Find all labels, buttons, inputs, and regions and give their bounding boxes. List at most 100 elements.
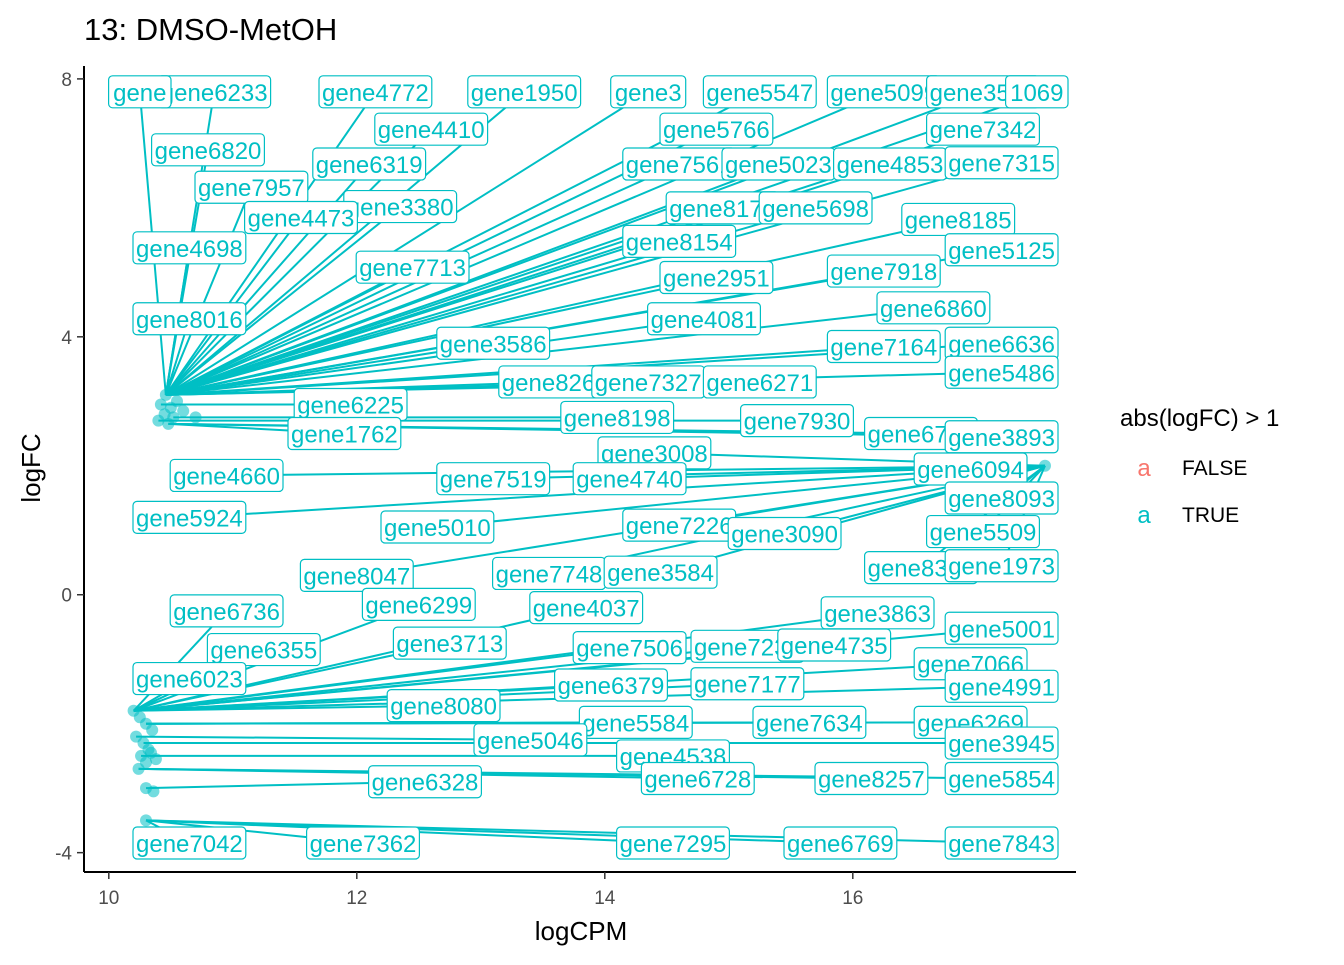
gene-label: gene4853	[837, 152, 944, 179]
gene-label-box	[944, 549, 1059, 583]
gene-label-box	[944, 233, 1059, 267]
gene-label-box	[299, 558, 414, 592]
gene-label: gene8185	[905, 207, 1012, 234]
gene-label-box	[690, 667, 805, 701]
gene-label: gene4410	[378, 117, 485, 144]
x-tick-label: 12	[346, 888, 367, 909]
legend-label-false: FALSE	[1182, 457, 1247, 480]
gene-label: gene6355	[210, 638, 317, 665]
gene-label: gene7748	[496, 561, 603, 588]
gene-label: gene3713	[396, 631, 503, 658]
gene-label-box	[318, 75, 433, 109]
gene-label: gene	[113, 80, 166, 107]
gene-label: gene3	[615, 80, 682, 107]
gene-label-box	[752, 705, 867, 740]
gene-label-box	[436, 462, 551, 496]
gene-label: gene2951	[663, 265, 770, 292]
gene-label: gene8257	[818, 767, 925, 794]
connector-line	[165, 90, 1046, 396]
gene-label: gene7362	[310, 831, 417, 858]
y-axis-label: logFC	[16, 433, 46, 502]
gene-label: gene5924	[136, 505, 243, 532]
gene-label: gene3380	[347, 195, 454, 222]
gene-label: gene5023	[725, 152, 832, 179]
gene-label: gene5099	[830, 80, 937, 107]
gene-label-box	[758, 191, 873, 225]
gene-label-box	[361, 587, 476, 622]
gene-label-box	[560, 400, 675, 435]
data-point	[154, 398, 167, 411]
x-axis-label: logCPM	[535, 916, 627, 946]
gene-label: gene7042	[136, 831, 243, 858]
data-point	[132, 762, 145, 775]
gene-label-box	[467, 75, 582, 109]
data-point	[1039, 459, 1051, 472]
gene-label: gene7226	[626, 513, 733, 540]
gene-label-box	[355, 250, 470, 284]
gene-label: gene6860	[880, 296, 987, 323]
gene-label: gene7164	[830, 334, 937, 361]
gene-label: gene3945	[948, 731, 1055, 758]
legend: abs(logFC) > 1 a FALSE a TRUE	[1120, 405, 1279, 529]
gene-label: gene7634	[756, 710, 863, 737]
gene-label-box	[702, 75, 817, 109]
gene-label: gene7519	[440, 467, 547, 494]
data-point	[171, 395, 183, 408]
connector-line	[165, 205, 401, 396]
gene-label-box	[622, 224, 737, 258]
legend-title: abs(logFC) > 1	[1120, 405, 1279, 432]
gene-label-box	[944, 826, 1059, 860]
connector-line	[164, 186, 253, 396]
data-point	[189, 411, 202, 424]
gene-label: gene6094	[917, 457, 1024, 484]
gene-label-box	[944, 481, 1059, 515]
gene-label: gene1762	[291, 422, 398, 449]
chart-title: 13: DMSO-MetOH	[84, 12, 337, 47]
gene-label-box	[374, 112, 489, 146]
gene-label: gene4735	[781, 633, 888, 660]
gene-label-box	[572, 462, 687, 496]
x-tick-label: 10	[98, 888, 119, 909]
gene-label: gene7506	[576, 636, 683, 663]
gene-label: gene8016	[136, 307, 243, 334]
gene-label-box	[244, 200, 359, 235]
gene-label-box	[640, 761, 755, 796]
gene-label: gene5584	[582, 710, 689, 737]
gene-label: gene6225	[297, 393, 404, 420]
gene-label-box	[727, 516, 842, 551]
gene-label-box	[206, 632, 321, 667]
gene-label-box	[132, 231, 247, 265]
gene-label-box	[925, 112, 1040, 146]
connector-line	[165, 218, 959, 396]
gene-label: gene6379	[558, 673, 665, 700]
gene-label: gene1973	[948, 554, 1055, 581]
connector-line	[136, 735, 531, 741]
gene-label: gene5854	[948, 767, 1055, 794]
gene-label: gene4081	[651, 307, 758, 334]
gene-label: gene4740	[576, 467, 683, 494]
gene-label: gene6328	[372, 770, 479, 797]
gene-label-box	[368, 765, 483, 799]
gene-label: gene5010	[384, 515, 491, 542]
data-point	[147, 785, 160, 798]
gene-label: gene5547	[706, 80, 813, 107]
gene-label-box	[306, 826, 421, 860]
connector-line	[165, 90, 649, 396]
gene-label: gene3584	[607, 560, 714, 587]
gene-label: gene8080	[390, 694, 497, 721]
gene-label: gene7713	[359, 255, 466, 282]
gene-label: gene7342	[930, 117, 1037, 144]
gene-label-box	[944, 669, 1059, 703]
gene-label: gene6299	[365, 592, 472, 619]
legend-key-false: a	[1137, 455, 1151, 482]
gene-label: gene5046	[477, 728, 584, 755]
gene-label-box	[603, 555, 718, 589]
gene-label-box	[944, 355, 1059, 389]
gene-label: gene6271	[706, 370, 813, 397]
data-point	[177, 404, 190, 417]
gene-label-box	[646, 302, 761, 336]
gene-label: gene8047	[303, 563, 410, 590]
gene-label: gene8198	[564, 405, 671, 432]
gene-label-box	[380, 510, 495, 544]
data-point	[144, 746, 157, 759]
